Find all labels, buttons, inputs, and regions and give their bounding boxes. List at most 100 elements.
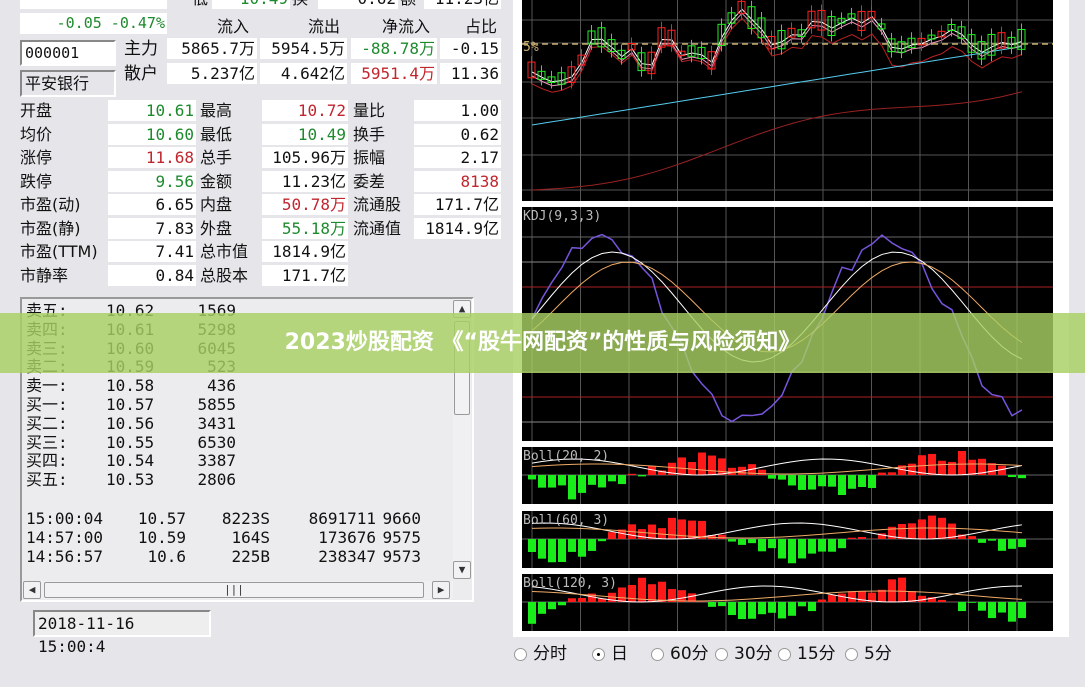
flow-header-net: 净流入 [382,17,431,36]
candlestick [887,38,896,53]
candlestick [937,30,946,38]
period-radio[interactable]: 日 [592,643,628,665]
stat-label: 内盘 [200,195,233,214]
level-label: 买一: [26,395,68,414]
kdj-label: KDJ(9,3,3) [523,209,602,224]
candlestick [757,17,766,39]
stat-label: 最高 [200,101,233,120]
histogram-bar [908,463,916,475]
histogram-bar [608,532,616,539]
ad-banner[interactable]: 2023炒股配资 《“股牛网配资”的性质与风险须知》 [0,313,1085,373]
scroll-down-button[interactable]: ▼ [453,561,471,579]
level-price: 10.55 [106,432,155,452]
scroll-left-button[interactable]: ◀ [23,581,41,599]
tick-amount: 8691711 [308,509,376,528]
histogram-bar [698,452,706,475]
stat-value: 10.60 [108,123,196,145]
histogram-bar [738,539,746,545]
histogram-bar [558,602,566,606]
histogram-bar [928,597,936,602]
histogram-bar [888,526,896,539]
histogram-bar [748,539,756,544]
histogram-bar [958,602,966,612]
radio-circle-icon[interactable] [845,647,858,661]
level-label: 买三: [26,432,68,452]
histogram-bar [788,602,796,616]
candlestick [647,51,656,75]
candlestick [707,51,716,70]
radio-circle-icon[interactable] [651,647,664,661]
stock-code-input[interactable]: 000001 [20,40,116,66]
histogram-bar [688,520,696,539]
candlestick [747,6,756,30]
stat-label: 换手 [353,124,386,144]
candlestick [737,0,746,14]
histogram-bar [778,475,786,480]
flow-row-label: 主力 [124,39,158,59]
histogram-bar [758,602,766,615]
period-radio[interactable]: 60分 [651,643,709,665]
histogram-bar [988,463,996,475]
histogram-bar [708,602,716,607]
indicator-line [531,463,1023,475]
flow-net: -88.78万 [351,38,437,59]
tick-volume: 225B [231,547,270,566]
histogram-bar [818,539,826,552]
stat-value: 0.62 [414,123,501,145]
horizontal-scrollbar[interactable]: ◀ ||| ▶ [22,581,453,599]
histogram-bar [628,473,636,475]
candlestick [547,76,556,84]
period-radio[interactable]: 5分 [845,643,892,665]
histogram-bar [578,597,586,602]
histogram-bar [548,602,556,610]
candlestick [577,54,586,66]
histogram-bar [768,475,776,479]
histogram-bar [958,534,966,539]
histogram-bar [738,602,746,620]
candlestick [997,32,1006,49]
candlestick [817,9,826,31]
period-radio[interactable]: 分时 [514,643,567,665]
histogram-bar [618,587,626,602]
boll60-panel[interactable]: Boll(60, 3) [522,511,1053,568]
radio-circle-icon[interactable] [778,647,791,661]
radio-circle-icon[interactable] [592,647,605,661]
radio-circle-icon[interactable] [514,647,527,661]
histogram-bar [578,539,586,557]
histogram-bar [828,475,836,487]
scroll-hthumb[interactable]: ||| [44,582,424,598]
histogram-bar [938,460,946,475]
boll120-panel[interactable]: Boll(120, 3) [522,574,1053,631]
boll20-panel[interactable]: Boll(20, 2) [522,447,1053,504]
histogram-bar [588,475,596,485]
level-label: 买二: [26,413,68,433]
scroll-right-button[interactable]: ▶ [432,581,450,599]
histogram-bar [978,539,986,543]
histogram-bar [678,457,686,475]
period-radio[interactable]: 15分 [778,643,836,665]
histogram-bar [768,539,776,549]
histogram-bar [938,599,946,602]
candlestick [687,45,696,57]
histogram-bar [858,475,866,487]
candlestick [767,36,776,50]
kline-panel[interactable]: 5% [522,0,1053,201]
candlestick [717,23,726,47]
histogram-bar [948,461,956,475]
histogram-bar [838,593,846,602]
histogram-bar [778,539,786,559]
level-label: 买四: [26,451,68,471]
radio-circle-icon[interactable] [715,647,728,661]
candlestick [1017,28,1026,50]
period-radio[interactable]: 30分 [715,643,773,665]
stat-value: 1814.9亿 [262,241,348,262]
main-percent-label: 5% [523,40,539,55]
indicator-line [531,522,1023,540]
stat-label: 振幅 [353,148,386,167]
histogram-bar [718,458,726,475]
histogram-bar [808,475,816,490]
tick-price: 10.59 [137,528,186,547]
tick-count: 9660 [382,509,421,528]
histogram-bar [598,475,606,488]
stat-value: 11.23亿 [262,170,348,192]
